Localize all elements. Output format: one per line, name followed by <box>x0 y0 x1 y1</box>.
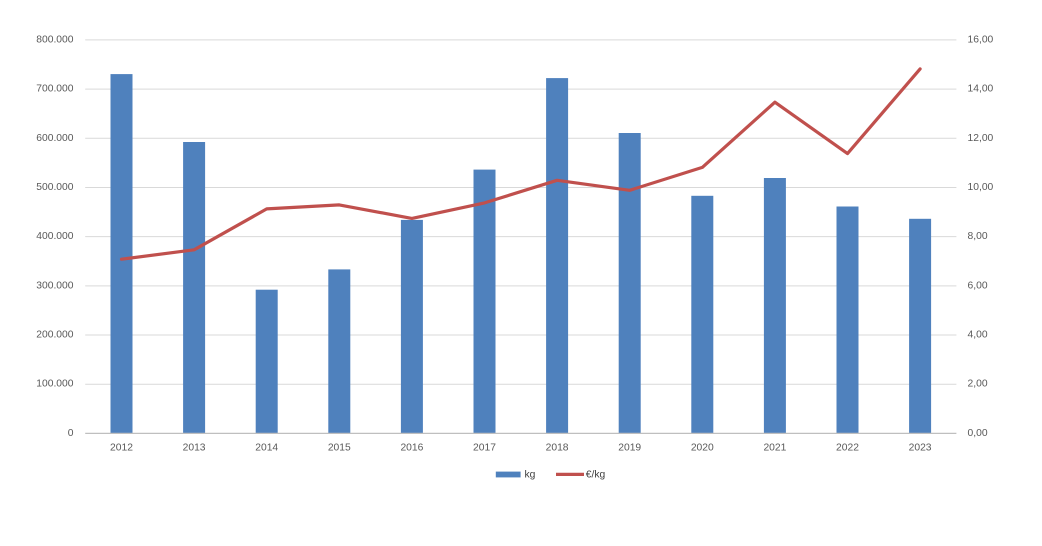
svg-text:100.000: 100.000 <box>36 379 73 390</box>
svg-text:0,00: 0,00 <box>968 428 988 439</box>
svg-text:2013: 2013 <box>183 443 206 454</box>
svg-text:2017: 2017 <box>473 443 496 454</box>
svg-text:0: 0 <box>68 428 74 439</box>
svg-text:€/kg: €/kg <box>586 470 606 481</box>
svg-text:2020: 2020 <box>691 443 714 454</box>
svg-text:2015: 2015 <box>328 443 351 454</box>
svg-text:300.000: 300.000 <box>36 280 73 291</box>
svg-text:2023: 2023 <box>909 443 932 454</box>
svg-text:2022: 2022 <box>836 443 859 454</box>
svg-text:4,00: 4,00 <box>968 330 988 341</box>
svg-text:2014: 2014 <box>255 443 278 454</box>
svg-text:600.000: 600.000 <box>36 133 73 144</box>
svg-text:12,00: 12,00 <box>968 133 994 144</box>
svg-text:700.000: 700.000 <box>36 84 73 95</box>
svg-text:2016: 2016 <box>400 443 423 454</box>
svg-text:14,00: 14,00 <box>968 84 994 95</box>
svg-text:2019: 2019 <box>618 443 641 454</box>
svg-text:800.000: 800.000 <box>36 34 73 45</box>
svg-text:2021: 2021 <box>763 443 786 454</box>
svg-text:500.000: 500.000 <box>36 182 73 193</box>
svg-text:2012: 2012 <box>110 443 133 454</box>
svg-text:6,00: 6,00 <box>968 280 988 291</box>
svg-text:16,00: 16,00 <box>968 34 994 45</box>
svg-text:10,00: 10,00 <box>968 182 994 193</box>
svg-text:kg: kg <box>525 470 536 481</box>
svg-text:2,00: 2,00 <box>968 379 988 390</box>
svg-text:2018: 2018 <box>546 443 569 454</box>
svg-text:8,00: 8,00 <box>968 231 988 242</box>
svg-text:400.000: 400.000 <box>36 231 73 242</box>
svg-text:200.000: 200.000 <box>36 330 73 341</box>
